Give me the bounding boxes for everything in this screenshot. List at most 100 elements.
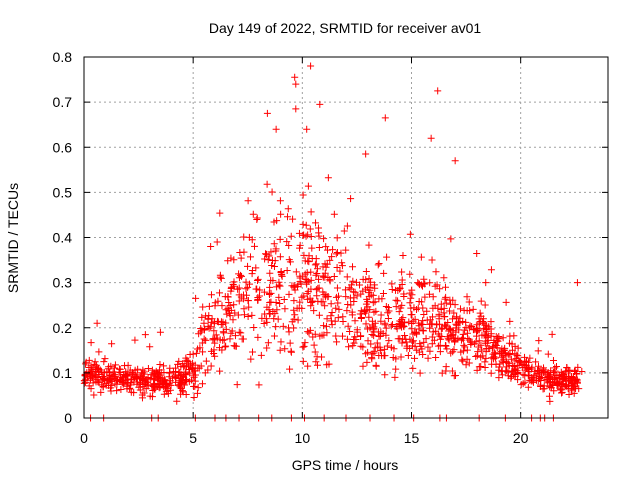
data-point — [216, 367, 224, 375]
data-point — [392, 365, 400, 373]
data-point — [220, 329, 228, 337]
data-point — [565, 366, 573, 374]
data-point — [395, 285, 403, 293]
data-point — [343, 307, 351, 315]
data-point — [287, 347, 295, 355]
data-point — [210, 320, 218, 328]
data-point — [392, 296, 400, 304]
data-point — [478, 331, 486, 339]
data-point — [240, 305, 248, 313]
data-point — [315, 275, 323, 283]
data-point — [188, 364, 196, 372]
data-point — [244, 197, 252, 205]
data-point — [296, 241, 304, 249]
data-point — [411, 328, 419, 336]
data-point — [550, 375, 558, 383]
data-point — [442, 293, 450, 301]
data-point — [111, 370, 119, 378]
data-point — [398, 276, 406, 284]
data-point — [235, 328, 243, 336]
data-point — [498, 371, 506, 379]
data-point — [364, 303, 372, 311]
data-point — [283, 266, 291, 274]
data-point — [209, 336, 217, 344]
data-point — [244, 312, 252, 320]
data-point — [385, 337, 393, 345]
data-point — [90, 391, 98, 399]
data-point — [465, 298, 473, 306]
data-point — [540, 385, 548, 393]
data-point — [391, 373, 399, 381]
data-point — [578, 368, 586, 376]
data-point — [324, 293, 332, 301]
data-point — [167, 381, 175, 389]
data-point — [191, 377, 199, 385]
data-point — [499, 359, 507, 367]
data-point — [148, 366, 156, 374]
y-tick-label: 0.1 — [53, 365, 73, 381]
data-point — [334, 299, 342, 307]
data-point — [94, 376, 102, 384]
data-point — [267, 289, 275, 297]
data-point — [375, 260, 383, 268]
data-point — [433, 321, 441, 329]
data-point — [458, 356, 466, 364]
data-point — [249, 348, 257, 356]
data-point — [543, 377, 551, 385]
data-point — [436, 285, 444, 293]
data-point — [451, 338, 459, 346]
data-point — [361, 285, 369, 293]
data-point — [479, 317, 487, 325]
data-point — [429, 293, 437, 301]
data-point — [423, 316, 431, 324]
data-point — [307, 299, 315, 307]
data-point — [507, 373, 515, 381]
data-point — [318, 331, 326, 339]
data-point — [89, 371, 97, 379]
data-point — [202, 357, 210, 365]
data-point — [487, 266, 495, 274]
data-point — [299, 220, 307, 228]
data-point — [255, 292, 263, 300]
chart-title: Day 149 of 2022, SRMTID for receiver av0… — [209, 20, 482, 36]
data-point — [378, 352, 386, 360]
data-point — [237, 254, 245, 262]
data-point — [150, 382, 158, 390]
data-point — [249, 210, 257, 218]
data-point — [420, 310, 428, 318]
data-point — [419, 350, 427, 358]
y-tick-label: 0 — [64, 410, 72, 426]
data-point — [364, 325, 372, 333]
data-point — [177, 380, 185, 388]
data-point — [104, 365, 112, 373]
data-point — [261, 255, 269, 263]
data-point — [405, 318, 413, 326]
data-point — [270, 240, 278, 248]
data-point — [349, 277, 357, 285]
data-point — [136, 379, 144, 387]
data-point — [457, 348, 465, 356]
data-point — [130, 369, 138, 377]
data-point — [401, 331, 409, 339]
data-point — [106, 384, 114, 392]
data-point — [248, 311, 256, 319]
x-tick-label: 5 — [189, 430, 197, 446]
data-point — [339, 332, 347, 340]
data-point — [416, 340, 424, 348]
data-point — [253, 214, 261, 222]
data-point — [398, 268, 406, 276]
data-point — [217, 274, 225, 282]
data-point — [359, 362, 367, 370]
data-point — [381, 371, 389, 379]
data-point — [418, 281, 426, 289]
data-point — [477, 363, 485, 371]
data-point — [499, 351, 507, 359]
data-point — [455, 318, 463, 326]
data-point — [177, 362, 185, 370]
data-point — [482, 348, 490, 356]
data-point — [395, 308, 403, 316]
data-point — [312, 358, 320, 366]
data-point — [558, 389, 566, 397]
data-point — [468, 338, 476, 346]
data-point — [428, 256, 436, 264]
